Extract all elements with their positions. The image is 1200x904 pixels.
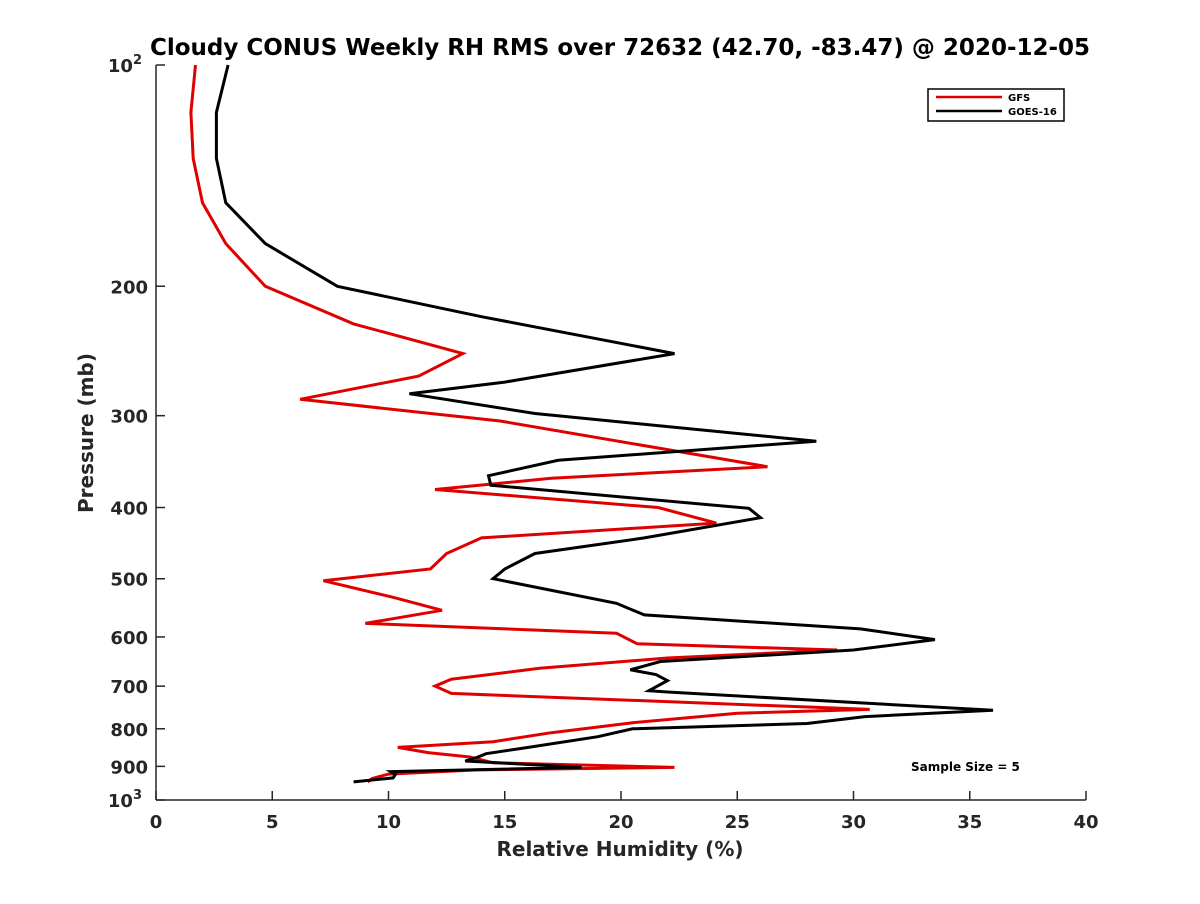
y-tick-label: 300 xyxy=(110,407,148,428)
legend-label-gfs: GFS xyxy=(1008,93,1030,104)
series-line-gfs xyxy=(189,64,870,784)
x-tick-label: 40 xyxy=(1073,812,1098,833)
x-tick-label: 10 xyxy=(376,812,401,833)
x-tick-label: 0 xyxy=(150,812,163,833)
chart-title: Cloudy CONUS Weekly RH RMS over 72632 (4… xyxy=(150,35,1090,61)
x-tick-label: 5 xyxy=(266,812,279,833)
x-tick-label: 25 xyxy=(725,812,750,833)
y-tick-label: 900 xyxy=(110,757,148,778)
legend-label-goes16: GOES-16 xyxy=(1008,107,1057,118)
y-tick-label: 200 xyxy=(110,277,148,298)
y-axis-label: Pressure (mb) xyxy=(74,353,98,513)
y-tick-label: 800 xyxy=(110,720,148,741)
y-tick-label: 103 xyxy=(108,788,142,812)
x-tick-label: 35 xyxy=(957,812,982,833)
sample-size-annotation: Sample Size = 5 xyxy=(911,760,1020,774)
series-line-goes16 xyxy=(214,64,994,784)
y-tick-label: 102 xyxy=(108,53,142,77)
x-tick-label: 20 xyxy=(608,812,633,833)
y-tick-label: 400 xyxy=(110,499,148,520)
legend-box xyxy=(927,88,1065,122)
y-tick-label: 700 xyxy=(110,677,148,698)
x-tick-label: 15 xyxy=(492,812,517,833)
y-tick-label: 600 xyxy=(110,628,148,649)
y-tick-label: 500 xyxy=(110,570,148,591)
x-axis-label: Relative Humidity (%) xyxy=(496,837,743,861)
x-tick-label: 30 xyxy=(841,812,866,833)
